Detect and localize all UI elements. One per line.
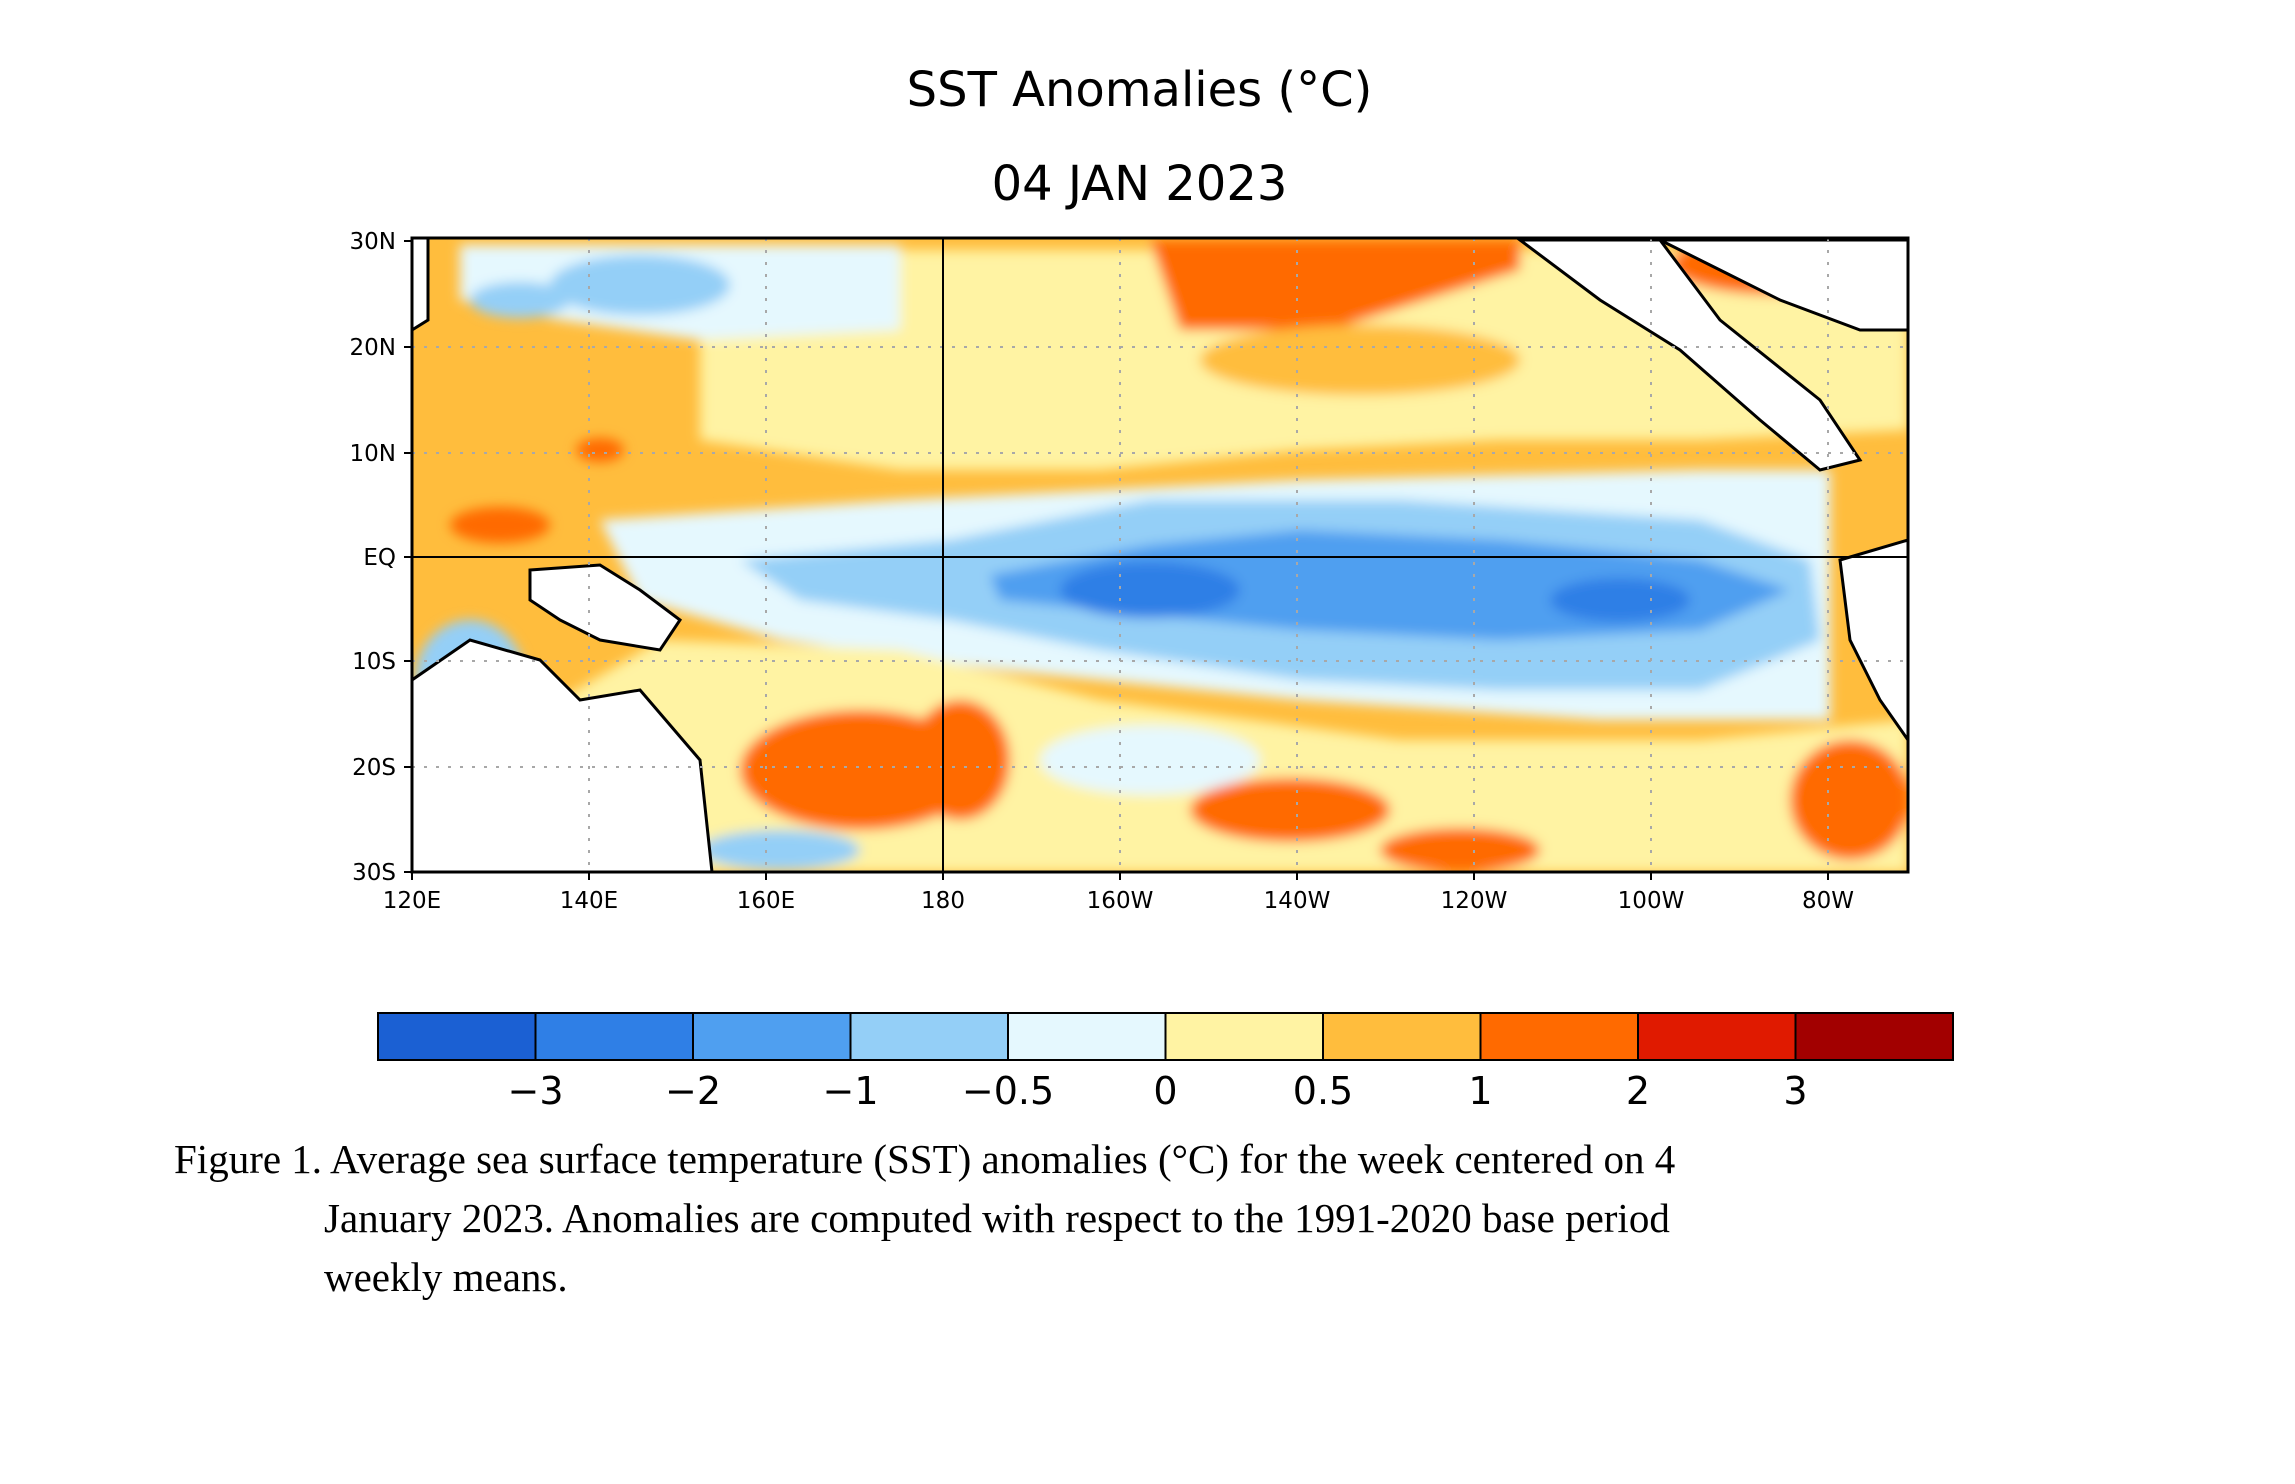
map-frame bbox=[410, 236, 1910, 874]
y-tick-label: 30S bbox=[352, 860, 396, 886]
y-tick-label: 20S bbox=[352, 755, 396, 781]
colorbar-tick-label: 0.5 bbox=[1293, 1069, 1353, 1113]
caption-line: January 2023. Anomalies are computed wit… bbox=[324, 1195, 1670, 1241]
figure-caption: Figure 1. Average sea surface temperatur… bbox=[174, 1130, 2074, 1307]
colorbar-swatch bbox=[1794, 1012, 1954, 1061]
colorbar-tick-label: −2 bbox=[665, 1069, 721, 1113]
caption-line: weekly means. bbox=[324, 1254, 568, 1300]
y-tick-label: EQ bbox=[363, 545, 396, 571]
colorbar-tick-label: 3 bbox=[1783, 1069, 1807, 1113]
land bbox=[412, 238, 1908, 872]
colorbar-swatch bbox=[1322, 1012, 1482, 1061]
colorbar-swatch bbox=[1164, 1012, 1324, 1061]
x-tick-label: 180 bbox=[921, 888, 965, 914]
colorbar-swatch bbox=[1007, 1012, 1167, 1061]
colorbar-swatch bbox=[1637, 1012, 1797, 1061]
colorbar-swatch bbox=[849, 1012, 1009, 1061]
gridlines bbox=[412, 238, 1908, 872]
x-tick-label: 160W bbox=[1087, 888, 1154, 914]
caption-line: Figure 1. Average sea surface temperatur… bbox=[174, 1136, 1676, 1182]
y-tick-label: 20N bbox=[350, 335, 396, 361]
colorbar-swatch bbox=[1479, 1012, 1639, 1061]
colorbar-tick-label: 2 bbox=[1626, 1069, 1650, 1113]
colorbar-tick-label: 1 bbox=[1468, 1069, 1492, 1113]
x-tick-label: 100W bbox=[1618, 888, 1685, 914]
colorbar-tick-label: −0.5 bbox=[962, 1069, 1054, 1113]
x-tick-label: 140E bbox=[560, 888, 618, 914]
colorbar bbox=[377, 1012, 1954, 1061]
x-tick-label: 120W bbox=[1441, 888, 1508, 914]
y-tick-label: 30N bbox=[350, 229, 396, 255]
x-tick-label: 120E bbox=[383, 888, 441, 914]
y-tick-label: 10N bbox=[350, 441, 396, 467]
x-tick-label: 140W bbox=[1264, 888, 1331, 914]
colorbar-tick-label: −3 bbox=[507, 1069, 563, 1113]
colorbar-swatch bbox=[377, 1012, 537, 1061]
colorbar-swatch bbox=[692, 1012, 852, 1061]
x-tick-label: 80W bbox=[1802, 888, 1854, 914]
y-tick-label: 10S bbox=[352, 649, 396, 675]
colorbar-tick-label: −1 bbox=[822, 1069, 878, 1113]
map-date: 04 JAN 2023 bbox=[991, 156, 1288, 212]
x-tick-label: 160E bbox=[737, 888, 795, 914]
anomaly-field bbox=[412, 238, 1908, 872]
map-title: SST Anomalies (°C) bbox=[906, 62, 1373, 118]
colorbar-tick-label: 0 bbox=[1153, 1069, 1177, 1113]
colorbar-swatch bbox=[534, 1012, 694, 1061]
